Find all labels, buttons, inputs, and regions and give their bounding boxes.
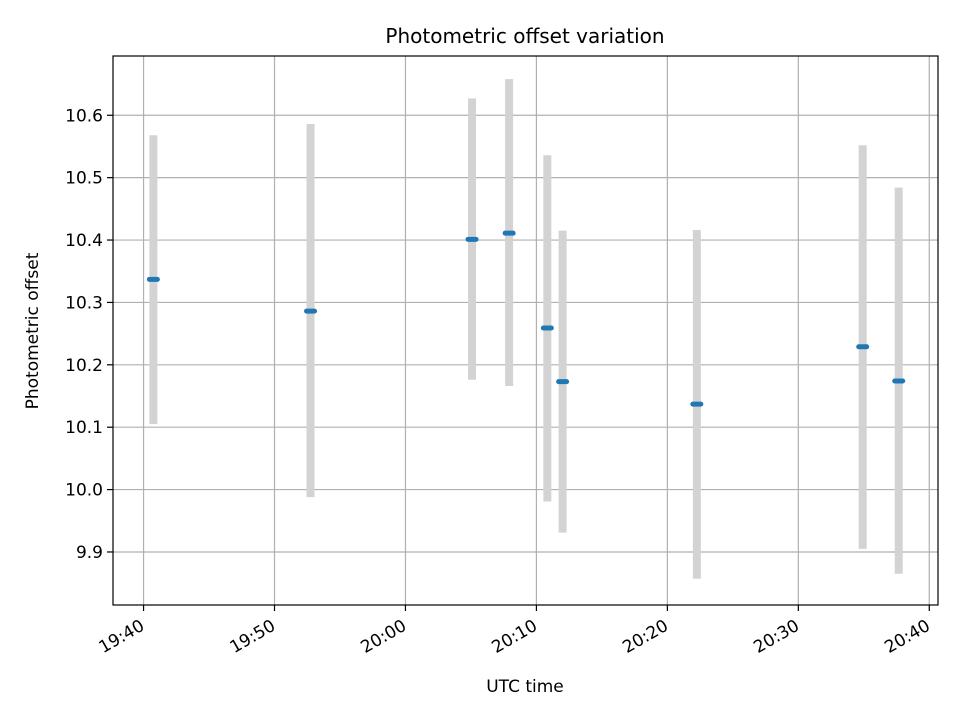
x-axis-label: UTC time (486, 677, 564, 697)
y-tick-label: 10.2 (65, 356, 103, 376)
y-tick-label: 10.1 (65, 418, 103, 438)
x-tick-label: 20:40 (881, 616, 933, 658)
error-bars (149, 79, 903, 579)
plot-frame (112, 55, 939, 606)
x-tick-label: 20:00 (358, 616, 410, 658)
y-tick-label: 10.6 (65, 106, 103, 126)
y-tick-label: 10.0 (65, 481, 103, 501)
data-points (146, 230, 906, 407)
chart-title: Photometric offset variation (385, 24, 664, 48)
y-axis-label: Photometric offset (23, 252, 43, 409)
y-tick-label: 10.5 (65, 169, 103, 189)
x-tick-label: 20:20 (619, 616, 671, 658)
x-tick-label: 19:40 (96, 616, 148, 658)
grid (113, 56, 938, 605)
x-tick-label: 19:50 (227, 616, 279, 658)
y-tick-label: 10.4 (65, 231, 103, 251)
y-tick-label: 9.9 (76, 543, 103, 563)
x-tick-label: 20:30 (750, 616, 802, 658)
y-tick-label: 10.3 (65, 293, 103, 313)
x-tick-label: 20:10 (488, 616, 540, 658)
axis-ticks: 19:40 19:50 20:00 20:10 20:20 20:30 20:40 9.9 10… (65, 106, 934, 658)
